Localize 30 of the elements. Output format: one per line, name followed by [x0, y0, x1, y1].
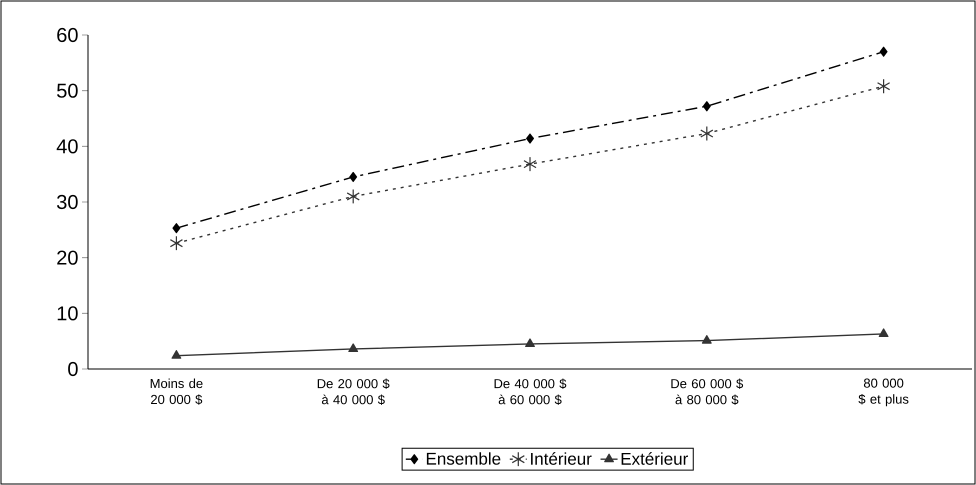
y-tick-label: 60 [57, 28, 78, 42]
y-tick-label: 20 [57, 250, 78, 265]
y-tick-label: 40 [56, 139, 78, 154]
point [702, 101, 711, 112]
y-tick-label: 0 [68, 362, 78, 376]
legend-label: Intérieur [531, 452, 592, 465]
x-tick-label: 80 000 $ et plus [858, 378, 908, 406]
x-tick-label: De 40 000 $ à 60 000 $ [494, 378, 566, 406]
point [170, 236, 184, 251]
point [526, 133, 534, 144]
y-tick-label: 10 [58, 306, 78, 320]
y-tick-label: 50 [57, 84, 78, 98]
point [171, 350, 182, 359]
point [880, 46, 888, 57]
point [346, 188, 360, 204]
point [349, 172, 358, 182]
point [525, 338, 535, 348]
point [878, 328, 889, 338]
x-tick-label: De 60 000 $ à 80 000 $ [671, 378, 744, 406]
point [876, 78, 890, 94]
point [523, 156, 537, 172]
legend-label: Ensemble [426, 452, 500, 465]
point [702, 335, 712, 344]
point [700, 126, 714, 142]
y-tick-label: 30 [57, 194, 78, 210]
legend-label: Extérieur [622, 452, 688, 465]
x-tick-label: Moins de 20 000 $ [150, 378, 203, 405]
point [172, 223, 180, 234]
point [348, 343, 358, 352]
x-tick-label: De 20 000 $ à 40 000 $ [318, 378, 390, 406]
